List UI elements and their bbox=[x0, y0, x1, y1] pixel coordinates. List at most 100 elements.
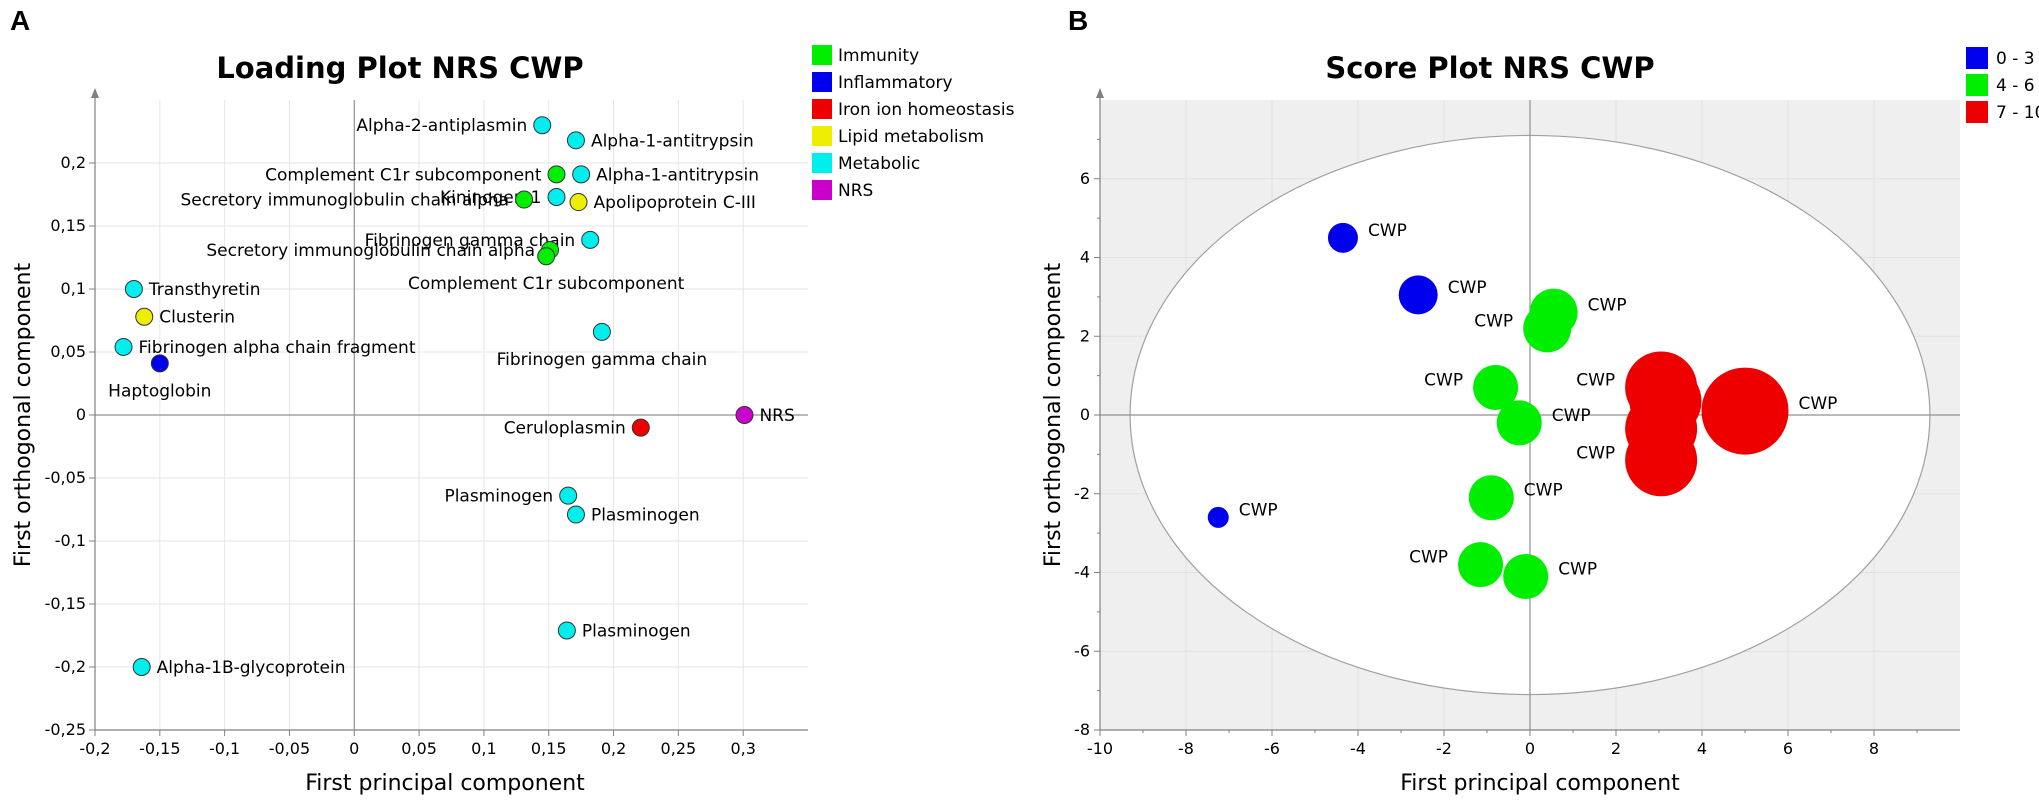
loading-point bbox=[547, 188, 566, 207]
score-y-tick-label: -2 bbox=[1074, 484, 1090, 503]
loading-legend-swatch bbox=[812, 45, 832, 65]
loading-point-label: Complement C1r subcomponent bbox=[265, 165, 542, 185]
score-point-label: CWP bbox=[1558, 559, 1597, 579]
loading-point-label: Plasminogen bbox=[582, 621, 691, 641]
loading-legend-swatch bbox=[812, 99, 832, 119]
loading-x-tick-label: 0 bbox=[349, 739, 359, 758]
score-y-tick-label: -4 bbox=[1074, 563, 1090, 582]
loading-legend-entry: Metabolic bbox=[838, 154, 920, 174]
loading-x-tick-label: -0,2 bbox=[79, 739, 110, 758]
score-point bbox=[1701, 367, 1789, 455]
score-point bbox=[1327, 222, 1358, 253]
loading-x-tick-label: 0,2 bbox=[601, 739, 626, 758]
score-legend-entry: 7 - 10 bbox=[1996, 103, 2039, 123]
loading-y-tick-label: -0,2 bbox=[55, 657, 86, 676]
score-x-tick-label: 0 bbox=[1525, 739, 1535, 758]
score-x-tick-label: 2 bbox=[1611, 739, 1621, 758]
score-point bbox=[1625, 424, 1698, 497]
score-x-tick-label: -2 bbox=[1436, 739, 1452, 758]
loading-legend-swatch bbox=[812, 72, 832, 92]
loading-point bbox=[559, 486, 578, 505]
loading-legend-entry: NRS bbox=[838, 181, 873, 201]
score-plot-title: Score Plot NRS CWP bbox=[1325, 51, 1654, 85]
score-y-tick-label: 6 bbox=[1080, 169, 1090, 188]
loading-y-axis-label: First orthogonal component bbox=[11, 263, 36, 568]
loading-plot: Loading Plot NRS CWP -0,2 -0,15 -0,1 -0,05 0… bbox=[11, 45, 1015, 796]
score-legend: 0 - 3 4 - 6 7 - 10 bbox=[1966, 47, 2039, 123]
score-x-tick-label: 8 bbox=[1869, 739, 1879, 758]
panel-a-letter: A bbox=[10, 5, 30, 36]
score-y-tick-label: 2 bbox=[1080, 326, 1090, 345]
score-legend-swatch bbox=[1966, 47, 1988, 69]
loading-points: Alpha-2-antiplasmin Alpha-1-antitrypsin Co… bbox=[108, 116, 795, 678]
score-x-tick-label: -10 bbox=[1087, 739, 1113, 758]
score-x-tick-label: -4 bbox=[1350, 739, 1366, 758]
loading-legend-swatch bbox=[812, 126, 832, 146]
score-point-label: CWP bbox=[1448, 278, 1487, 298]
loading-point bbox=[124, 280, 143, 298]
score-point bbox=[1468, 475, 1514, 521]
loading-point-label: Secretory immunoglobulin chain alpha bbox=[206, 241, 535, 261]
loading-y-tick-label: 0,1 bbox=[61, 279, 86, 298]
loading-point bbox=[569, 193, 588, 212]
loading-point bbox=[581, 230, 600, 249]
loading-point-label: NRS bbox=[759, 406, 794, 426]
score-point-label: CWP bbox=[1552, 406, 1591, 426]
score-point bbox=[1458, 542, 1504, 588]
score-point-label: CWP bbox=[1576, 443, 1615, 463]
score-point-label: CWP bbox=[1239, 500, 1278, 520]
loading-y-tick-label: -0,05 bbox=[45, 468, 86, 487]
loading-point-label: Ceruloplasmin bbox=[504, 419, 626, 439]
score-y-tick-label: -8 bbox=[1074, 720, 1090, 739]
loading-y-tick-label: -0,15 bbox=[45, 594, 86, 613]
score-point bbox=[1523, 304, 1572, 353]
loading-point bbox=[572, 165, 591, 184]
loading-ticks: -0,2 -0,15 -0,1 -0,05 0 0,05 0,1 0,15 0,2 0,25 0,3… bbox=[45, 153, 756, 758]
loading-x-tick-label: 0,3 bbox=[730, 739, 755, 758]
loading-point bbox=[547, 165, 566, 184]
loading-legend-entry: Inflammatory bbox=[838, 73, 953, 93]
score-point-label: CWP bbox=[1588, 296, 1627, 316]
loading-point-label: Plasminogen bbox=[591, 506, 700, 526]
loading-y-tick-label: 0,15 bbox=[50, 216, 86, 235]
loading-x-tick-label: 0,05 bbox=[401, 739, 437, 758]
loading-legend-swatch bbox=[812, 153, 832, 173]
loading-x-tick-label: -0,1 bbox=[209, 739, 240, 758]
score-x-axis-label: First principal component bbox=[1400, 771, 1680, 796]
score-plot: Score Plot NRS CWP -10 -8 -6 -4 -2 0 2 4 6 8-8-6-… bbox=[1041, 47, 2039, 796]
loading-point-label: Fibrinogen alpha chain fragment bbox=[139, 338, 416, 358]
score-point-label: CWP bbox=[1799, 394, 1838, 414]
score-x-tick-label: 4 bbox=[1697, 739, 1707, 758]
score-y-tick-label: 0 bbox=[1080, 405, 1090, 424]
loading-point bbox=[135, 307, 154, 326]
loading-x-axis-label: First principal component bbox=[305, 771, 585, 796]
loading-legend-entry: Immunity bbox=[838, 46, 919, 66]
score-y-tick-label: -6 bbox=[1074, 641, 1090, 660]
loading-y-tick-label: 0,2 bbox=[61, 153, 86, 172]
loading-y-tick-label: 0 bbox=[76, 405, 86, 424]
loading-point bbox=[557, 621, 576, 640]
loading-point-label: Alpha-1-antitrypsin bbox=[596, 165, 759, 185]
score-legend-entry: 0 - 3 bbox=[1996, 49, 2035, 69]
loading-point-label: Clusterin bbox=[159, 308, 235, 328]
loading-point bbox=[566, 131, 585, 150]
loading-point-label: Fibrinogen gamma chain bbox=[497, 350, 708, 370]
loading-plot-title: Loading Plot NRS CWP bbox=[216, 51, 583, 85]
loading-x-tick-label: 0,25 bbox=[661, 739, 697, 758]
loading-point bbox=[515, 190, 534, 209]
loading-x-tick-label: 0,15 bbox=[531, 739, 567, 758]
score-y-tick-label: 4 bbox=[1080, 248, 1090, 267]
loading-x-tick-label: -0,15 bbox=[139, 739, 180, 758]
loading-axes bbox=[91, 88, 808, 731]
score-x-tick-label: -6 bbox=[1264, 739, 1280, 758]
loading-point-label: Secretory immunoglobulin chain alpha bbox=[180, 191, 509, 211]
loading-point bbox=[150, 354, 169, 373]
loading-point-label: Alpha-1B-glycoprotein bbox=[157, 658, 346, 678]
loading-y-tick-label: -0,1 bbox=[55, 531, 86, 550]
score-legend-swatch bbox=[1966, 74, 1988, 96]
loading-x-tick-label: 0,1 bbox=[471, 739, 496, 758]
loading-legend: Immunity Inflammatory Iron ion homeostasis… bbox=[812, 45, 1015, 201]
score-legend-swatch bbox=[1966, 101, 1988, 123]
loading-point-label: Complement C1r subcomponent bbox=[408, 274, 685, 294]
